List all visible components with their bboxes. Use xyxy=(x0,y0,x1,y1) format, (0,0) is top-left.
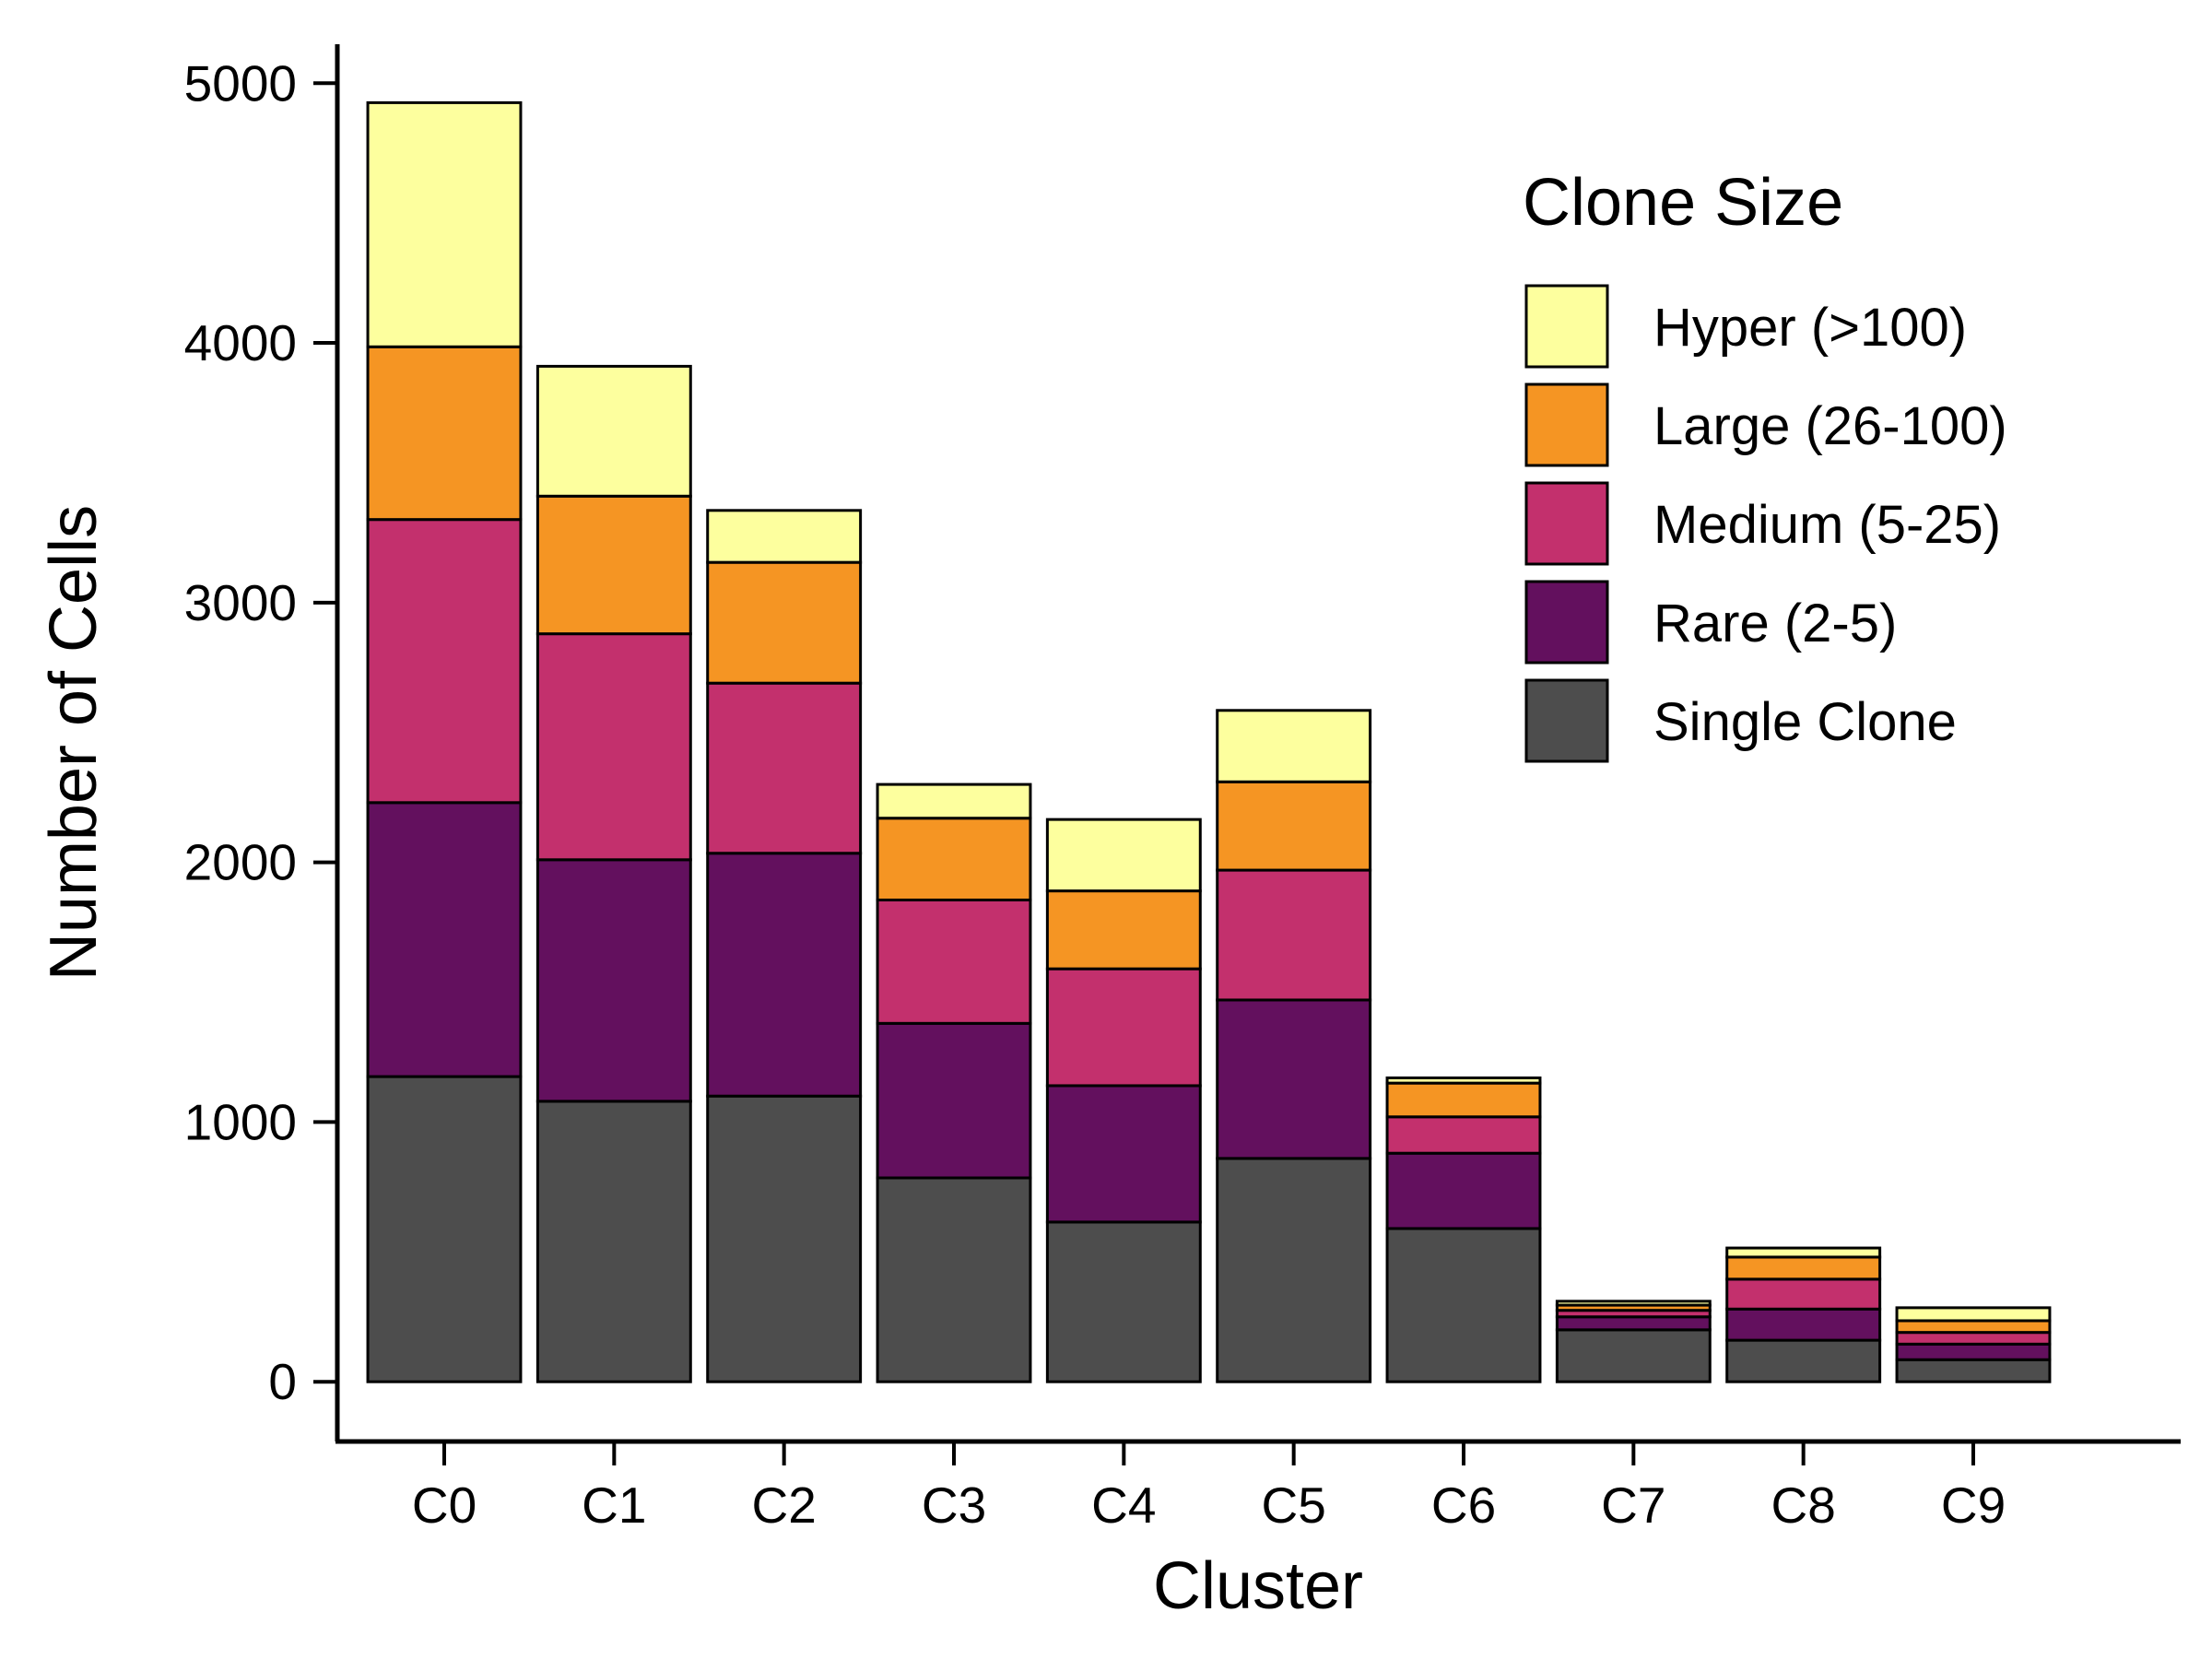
bar-C5-large-26-100 xyxy=(1216,780,1372,872)
bar-C5-medium-5-25 xyxy=(1216,868,1372,1002)
bar-C2-hyper-100 xyxy=(706,509,863,564)
x-tick-label: C8 xyxy=(1771,1477,1836,1534)
bar-C4-medium-5-25 xyxy=(1045,967,1202,1088)
bar-C1-medium-5-25 xyxy=(535,632,692,862)
bar-C6-large-26-100 xyxy=(1385,1081,1542,1119)
bar-C9-large-26-100 xyxy=(1895,1319,2052,1335)
y-tick-label: 1000 xyxy=(184,1093,297,1150)
bar-C7-hyper-100 xyxy=(1555,1300,1712,1307)
x-tick-label: C6 xyxy=(1431,1477,1496,1534)
legend-swatch xyxy=(1524,382,1609,467)
bar-C0-medium-5-25 xyxy=(366,518,523,805)
bar-C2-medium-5-25 xyxy=(706,681,863,855)
bar-C3-rare-2-5 xyxy=(876,1021,1032,1180)
bar-C0-large-26-100 xyxy=(366,345,523,522)
legend-label: Medium (5-25) xyxy=(1653,495,2001,555)
bar-C2-large-26-100 xyxy=(706,560,863,685)
bar-C9-single-clone xyxy=(1895,1358,2052,1383)
x-tick-label: C9 xyxy=(1941,1477,2006,1534)
bar-C3-medium-5-25 xyxy=(876,898,1032,1025)
bar-C3-large-26-100 xyxy=(876,817,1032,901)
y-tick-label: 4000 xyxy=(184,314,297,371)
legend-label: Hyper (>100) xyxy=(1653,298,1967,358)
bar-C9-rare-2-5 xyxy=(1895,1342,2052,1361)
bar-C8-single-clone xyxy=(1725,1338,1882,1383)
bar-C3-single-clone xyxy=(876,1176,1032,1383)
legend-label: Large (26-100) xyxy=(1653,396,2007,456)
x-axis-ticks: C0 C1 C2 C3 C4 C5 C6 C7 C8 C9 xyxy=(412,1441,2006,1534)
bar-C2-rare-2-5 xyxy=(706,852,863,1098)
bar-C0-hyper-100 xyxy=(366,100,523,348)
y-tick-label: 3000 xyxy=(184,574,297,631)
bar-C5-rare-2-5 xyxy=(1216,998,1372,1160)
bar-C1-rare-2-5 xyxy=(535,858,692,1103)
x-tick-label: C4 xyxy=(1091,1477,1156,1534)
y-axis-ticks: 0 1000 2000 3000 4000 5000 xyxy=(184,54,337,1410)
y-axis-title: Number of Cells xyxy=(37,505,111,981)
legend-swatch xyxy=(1524,284,1609,369)
x-axis-title: Cluster xyxy=(1153,1549,1363,1623)
legend-title: Clone Size xyxy=(1523,166,1843,240)
x-tick-label: C1 xyxy=(582,1477,646,1534)
x-tick-label: C3 xyxy=(922,1477,986,1534)
legend-swatch xyxy=(1524,481,1609,566)
bar-C2-single-clone xyxy=(706,1094,863,1383)
bar-C1-hyper-100 xyxy=(535,364,692,498)
bar-C4-hyper-100 xyxy=(1045,818,1202,893)
bar-C8-rare-2-5 xyxy=(1725,1307,1882,1342)
y-tick-label: 2000 xyxy=(184,834,297,891)
legend-label: Single Clone xyxy=(1653,692,1957,752)
bar-C6-single-clone xyxy=(1385,1227,1542,1383)
bar-C4-large-26-100 xyxy=(1045,889,1202,971)
legend-swatch xyxy=(1524,678,1609,763)
bar-C8-hyper-100 xyxy=(1725,1246,1882,1259)
x-tick-label: C2 xyxy=(752,1477,817,1534)
bar-C7-rare-2-5 xyxy=(1555,1315,1712,1332)
bar-C1-single-clone xyxy=(535,1100,692,1383)
legend-swatch xyxy=(1524,580,1609,665)
legend: Clone Size Hyper (>100) Large (26-100) Med… xyxy=(1523,166,2007,763)
bar-C6-hyper-100 xyxy=(1385,1077,1542,1085)
bar-C6-medium-5-25 xyxy=(1385,1115,1542,1155)
bar-C4-rare-2-5 xyxy=(1045,1084,1202,1224)
bar-C0-single-clone xyxy=(366,1075,523,1383)
bar-C5-hyper-100 xyxy=(1216,709,1372,783)
bar-C7-single-clone xyxy=(1555,1328,1712,1383)
y-tick-label: 5000 xyxy=(184,54,297,112)
bar-group xyxy=(366,100,2052,1383)
x-tick-label: C7 xyxy=(1601,1477,1665,1534)
bar-C3-hyper-100 xyxy=(876,782,1032,820)
bar-C1-large-26-100 xyxy=(535,494,692,636)
bar-C0-rare-2-5 xyxy=(366,801,523,1078)
bar-C9-hyper-100 xyxy=(1895,1306,2052,1323)
y-tick-label: 0 xyxy=(268,1353,297,1410)
bar-C9-medium-5-25 xyxy=(1895,1331,2052,1346)
bar-C6-rare-2-5 xyxy=(1385,1151,1542,1230)
x-tick-label: C5 xyxy=(1262,1477,1326,1534)
x-tick-label: C0 xyxy=(412,1477,477,1534)
bar-C8-medium-5-25 xyxy=(1725,1277,1882,1311)
bar-C8-large-26-100 xyxy=(1725,1255,1882,1281)
legend-label: Rare (2-5) xyxy=(1653,594,1897,653)
bar-C5-single-clone xyxy=(1216,1157,1372,1383)
bar-C4-single-clone xyxy=(1045,1220,1202,1383)
